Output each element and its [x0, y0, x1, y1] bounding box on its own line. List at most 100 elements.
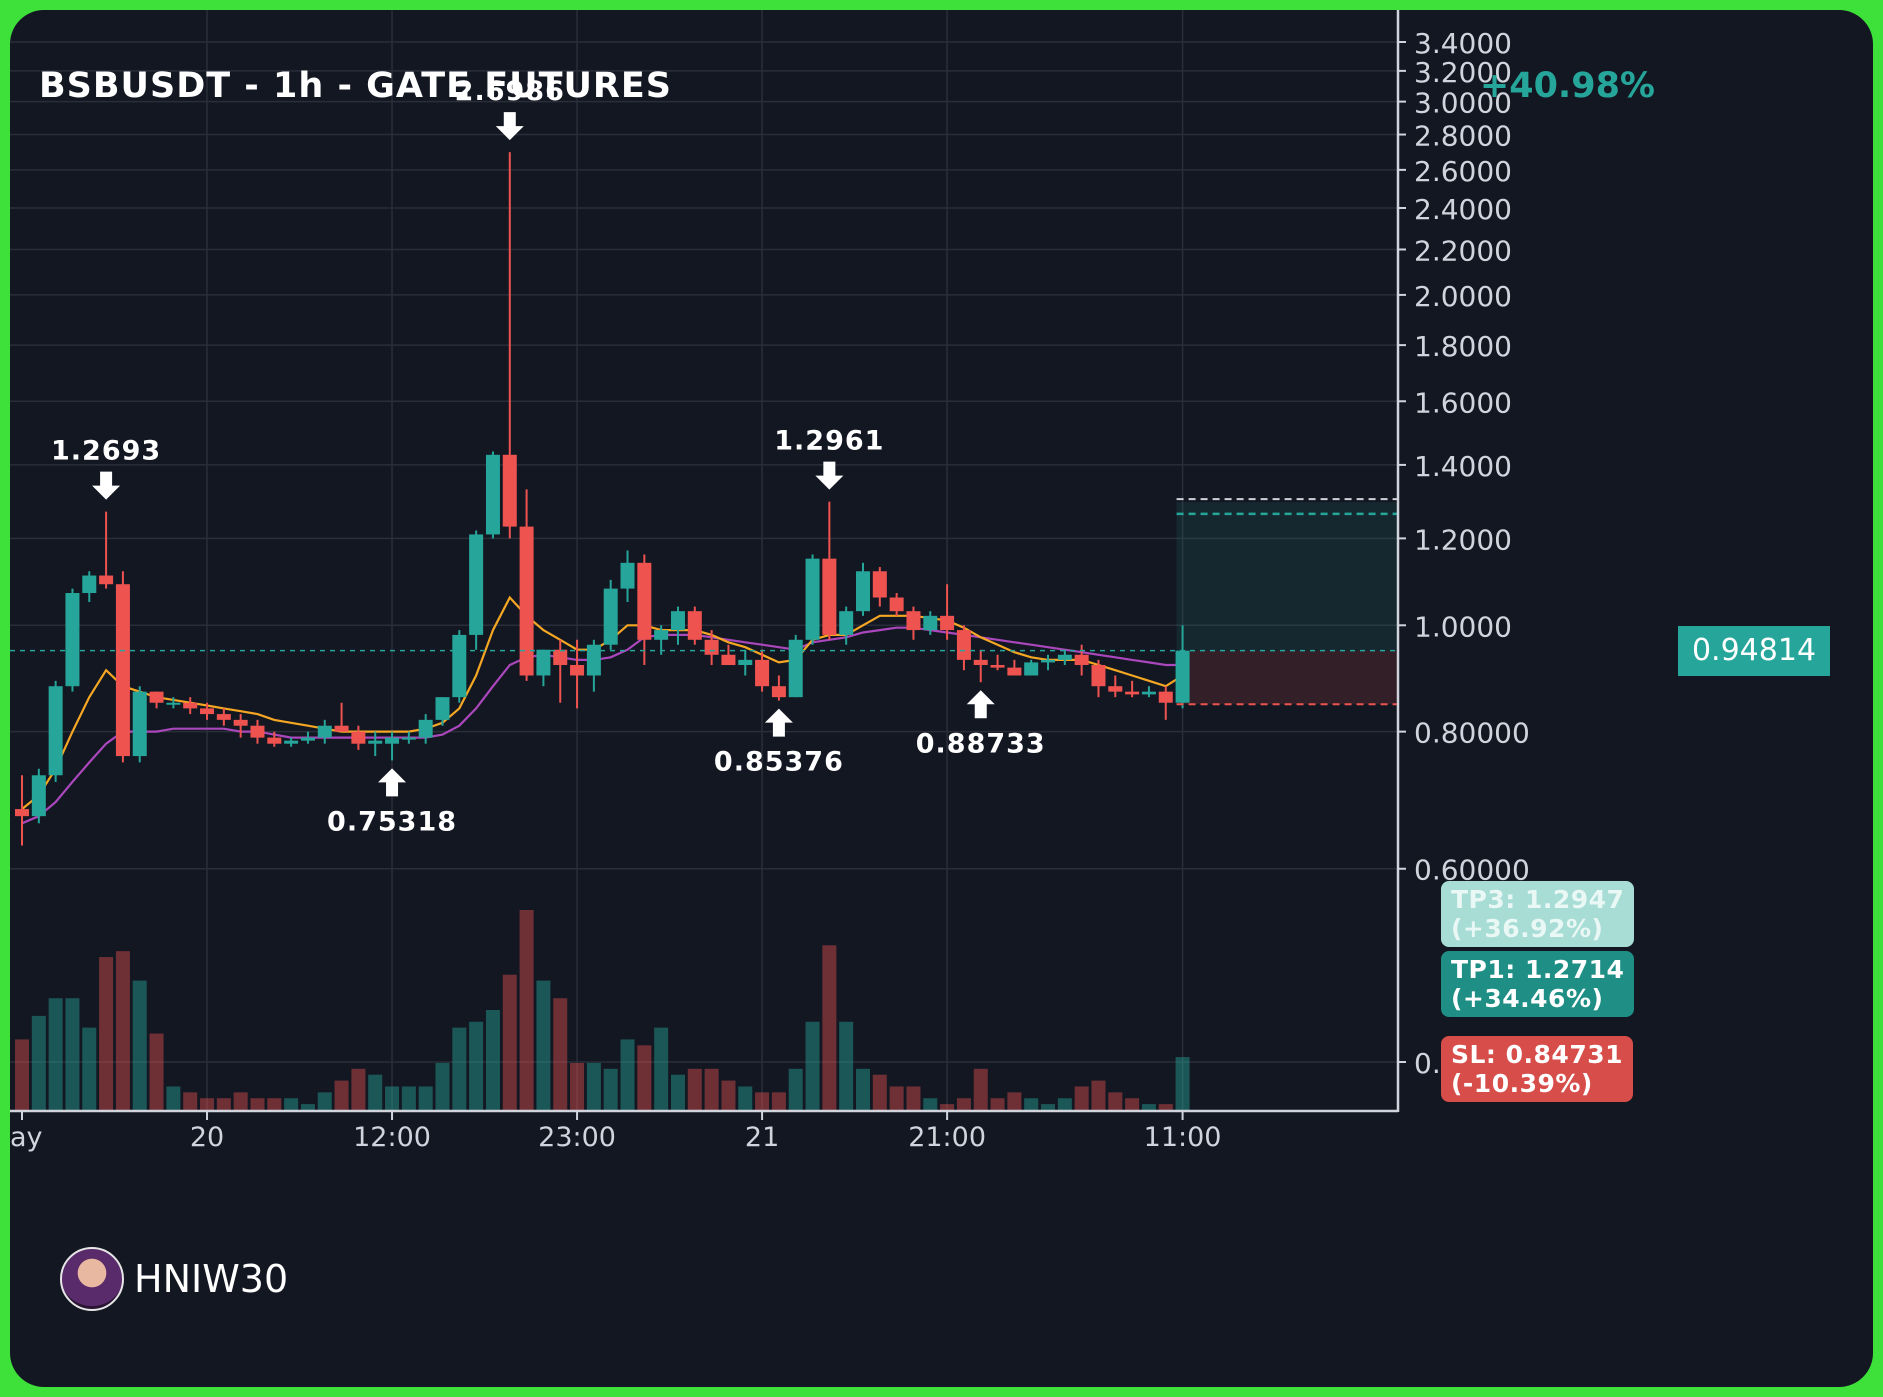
chart-title: BSBUSDT - 1h - GATE FUTURES — [39, 66, 672, 106]
volume-bar — [1007, 1092, 1022, 1110]
volume-bar — [856, 1068, 870, 1110]
y-tick-label: 2.4000 — [1414, 193, 1512, 226]
x-tick-label: 11:00 — [1144, 1122, 1222, 1153]
candle-body — [603, 588, 618, 645]
volume-bar — [502, 974, 517, 1110]
volume-bar — [570, 1062, 585, 1110]
volume-bar — [300, 1104, 315, 1110]
candle-body — [1007, 667, 1022, 676]
volume-bar — [216, 1098, 231, 1110]
volume-bar — [906, 1086, 921, 1110]
x-tick-label: 20 — [190, 1122, 224, 1153]
candle-body — [721, 654, 736, 666]
x-tick-label: 21 — [745, 1122, 779, 1153]
volume-bar — [923, 1098, 938, 1110]
candle-body — [317, 725, 332, 738]
x-tick-label: 21:00 — [908, 1122, 986, 1153]
volume-bar — [603, 1068, 618, 1110]
candle-body — [654, 630, 669, 640]
down-arrow-icon — [92, 471, 121, 500]
tp3-label: TP3: 1.2947 (+36.92%) — [1441, 881, 1635, 947]
ma-slow-line — [21, 626, 1183, 825]
volume-bar — [956, 1098, 971, 1110]
volume-bar — [31, 1015, 46, 1110]
high-annotation: 1.2693 — [51, 436, 160, 500]
candle-body — [1141, 691, 1156, 695]
candle-body — [704, 639, 719, 655]
volume-bar — [738, 1086, 753, 1110]
volume-bar — [15, 1039, 29, 1110]
y-tick-label: 2.8000 — [1414, 120, 1512, 153]
volume-bar — [1041, 1104, 1056, 1110]
volume-bar — [250, 1098, 265, 1110]
volume-bar — [132, 980, 147, 1110]
high-annotation: 2.6986 — [455, 76, 565, 141]
volume-bar — [704, 1068, 719, 1110]
volume-bar — [65, 998, 80, 1110]
y-tick-label: 2.6000 — [1414, 155, 1512, 188]
volume-bar — [485, 1010, 500, 1110]
volume-bar — [519, 910, 534, 1110]
candle-body — [1091, 665, 1106, 687]
volume-bar — [839, 1021, 854, 1110]
candle-body — [872, 571, 887, 598]
tp1-label: TP1: 1.2714 (+34.46%) — [1441, 951, 1635, 1017]
volume-bar — [1125, 1098, 1140, 1110]
volume-bar — [788, 1068, 803, 1110]
candle-body — [115, 584, 130, 757]
volume-bar — [1024, 1098, 1039, 1110]
candle-body — [553, 649, 568, 666]
volume-bar — [1057, 1098, 1072, 1110]
volume-bar — [1074, 1086, 1089, 1110]
volume-bar — [385, 1086, 400, 1110]
volume-bar — [721, 1080, 736, 1110]
y-tick-label: 3.4000 — [1414, 27, 1512, 60]
down-arrow-icon — [495, 112, 524, 141]
volume-bar — [469, 1021, 484, 1110]
candle-body — [637, 562, 652, 640]
y-tick-label: 3.2000 — [1414, 56, 1512, 89]
low-annotation: 0.85376 — [714, 708, 843, 778]
candle-body — [1041, 659, 1056, 663]
candle-body — [923, 615, 938, 631]
down-arrow-icon — [815, 461, 844, 490]
volume-bar — [654, 1027, 669, 1110]
volume-bar — [805, 1021, 820, 1110]
high-label: 1.2961 — [774, 426, 884, 457]
y-tick-label: 1.0000 — [1414, 610, 1512, 643]
volume-bar — [889, 1086, 904, 1110]
y-tick-label: 0.80000 — [1414, 717, 1530, 750]
candle-body — [284, 740, 299, 744]
candle-body — [300, 737, 315, 741]
y-tick-label: 1.6000 — [1414, 386, 1512, 419]
volume-bar — [82, 1027, 97, 1110]
low-label: 0.88733 — [916, 728, 1046, 759]
volume-bar — [637, 1045, 652, 1110]
low-label: 0.75318 — [327, 806, 457, 837]
candle-body — [1108, 686, 1123, 692]
sl-label: SL: 0.84731 (-10.39%) — [1441, 1036, 1634, 1102]
y-tick-label: 3.0000 — [1414, 87, 1512, 120]
candle-body — [755, 659, 770, 687]
sl-percent: (-10.39%) — [1451, 1069, 1593, 1098]
volume-bar — [687, 1068, 702, 1110]
candle-body — [687, 611, 702, 640]
volume-bar — [1091, 1080, 1106, 1110]
candle-body — [200, 708, 215, 715]
high-label: 2.6986 — [455, 76, 565, 107]
loss-zone — [1176, 650, 1398, 705]
volume-bar — [233, 1092, 248, 1110]
candle-body — [805, 558, 820, 640]
candle-body — [250, 725, 265, 738]
volume-bar — [940, 1104, 955, 1110]
volume-bar — [452, 1027, 467, 1110]
volume-bar — [1108, 1092, 1123, 1110]
sl-price: SL: 0.84731 — [1451, 1040, 1624, 1069]
volume-bar — [99, 957, 114, 1110]
up-arrow-icon — [378, 768, 407, 797]
candle-body — [570, 665, 585, 676]
volume-bar — [755, 1092, 770, 1110]
volume-bar — [620, 1039, 635, 1110]
candle-body — [31, 775, 46, 817]
